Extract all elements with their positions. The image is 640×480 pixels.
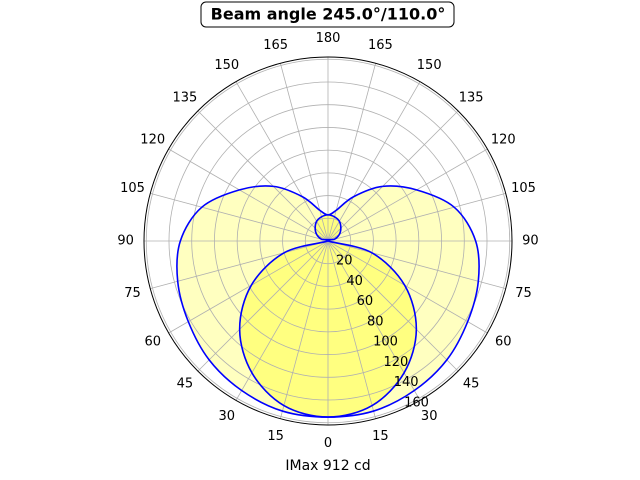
grid-spoke — [327, 192, 506, 242]
radial-tick-label: 80 — [367, 314, 384, 329]
grid-spoke — [150, 192, 329, 242]
angle-tick-label: 0 — [324, 436, 332, 451]
grid-spoke — [327, 240, 506, 290]
grid-spoke — [327, 81, 421, 242]
angle-tick-label: 60 — [144, 335, 161, 350]
angle-tick-label: 150 — [214, 58, 239, 73]
line — [238, 214, 418, 418]
chart-title: Beam angle 245.0°/110.0° — [211, 5, 446, 24]
grid-spoke — [279, 240, 329, 419]
angle-tick-label: 135 — [172, 90, 197, 105]
angle-tick-label: 15 — [372, 429, 389, 444]
grid-spoke — [327, 240, 488, 334]
angle-tick-label: 15 — [267, 429, 284, 444]
angle-tick-label: 90 — [522, 234, 539, 249]
radial-tick-label: 100 — [373, 335, 398, 350]
angle-tick-label: 30 — [421, 409, 438, 424]
angle-tick-label: 165 — [368, 38, 393, 53]
grid-spoke — [327, 240, 459, 372]
radial-tick-label: 160 — [404, 395, 429, 410]
radial-tick-label: 20 — [336, 254, 353, 269]
angle-tick-label: 105 — [120, 181, 145, 196]
angle-tick-label: 60 — [495, 335, 512, 350]
angle-tick-label: 150 — [417, 58, 442, 73]
angle-tick-label: 90 — [117, 234, 134, 249]
angle-tick-label: 120 — [491, 132, 516, 147]
radial-tick-label: 60 — [357, 294, 374, 309]
angle-tick-label: 30 — [219, 409, 236, 424]
angle-tick-label: 45 — [463, 377, 480, 392]
angle-tick-label: 180 — [316, 31, 341, 46]
grid-spoke — [197, 110, 329, 242]
grid-spoke — [235, 81, 329, 242]
grid-spoke — [327, 148, 488, 242]
grid-spoke — [235, 240, 329, 401]
angle-tick-label: 165 — [263, 38, 288, 53]
angle-tick-label: 135 — [459, 90, 484, 105]
grid-spoke — [168, 240, 329, 334]
radial-tick-label: 40 — [346, 274, 363, 289]
angle-tick-label: 45 — [177, 377, 194, 392]
radial-tick-label: 120 — [383, 355, 408, 370]
title-box — [200, 1, 455, 28]
grid-spoke — [150, 240, 329, 290]
angle-tick-label: 120 — [140, 132, 165, 147]
grid-spoke — [168, 148, 329, 242]
grid-spoke — [197, 240, 329, 372]
angle-tick-label: 75 — [515, 286, 532, 301]
angle-tick-label: 75 — [124, 286, 141, 301]
grid-spoke — [327, 240, 377, 419]
grid-spoke — [327, 240, 421, 401]
grid-spoke — [327, 110, 459, 242]
radial-tick-label: 140 — [394, 375, 419, 390]
polar-frame — [143, 56, 513, 426]
angle-tick-label: 105 — [511, 181, 536, 196]
x-axis-label: IMax 912 cd — [285, 458, 370, 474]
